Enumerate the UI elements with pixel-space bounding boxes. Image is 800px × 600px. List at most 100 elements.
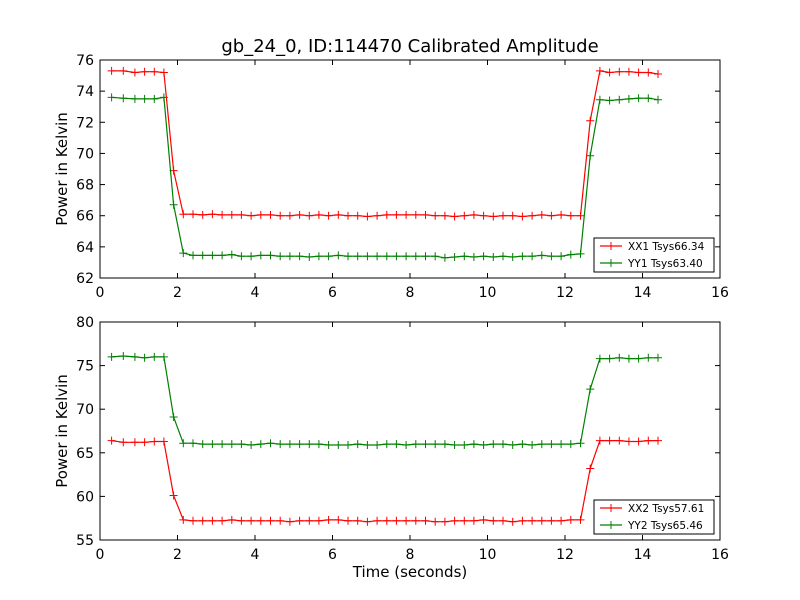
legend-marker-yy1	[607, 259, 615, 267]
data-point-xx1	[440, 211, 449, 220]
data-point-xx1	[218, 210, 227, 219]
data-point-yy2	[159, 352, 168, 361]
bottom-plot-frame	[99, 321, 721, 541]
data-point-xx2	[537, 516, 546, 525]
data-point-yy1	[547, 252, 556, 261]
data-point-yy1	[411, 252, 420, 261]
data-point-xx1	[489, 212, 498, 221]
data-point-yy2	[411, 440, 420, 449]
data-point-xx1	[150, 67, 159, 76]
data-point-xx2	[208, 516, 217, 525]
data-point-xx2	[247, 516, 256, 525]
data-point-xx2	[605, 436, 614, 445]
data-point-yy1	[537, 251, 546, 260]
data-point-yy2	[353, 440, 362, 449]
data-point-yy2	[295, 440, 304, 449]
data-point-xx1	[159, 68, 168, 77]
bottom-y-tick-label: 80	[76, 315, 94, 331]
data-point-xx2	[576, 515, 585, 524]
data-point-yy1	[654, 95, 662, 104]
data-point-yy1	[344, 252, 352, 261]
top-y-tick-label: 68	[76, 178, 94, 194]
data-point-yy1	[402, 252, 411, 261]
legend-label-xx1: XX1 Tsys66.34	[628, 241, 705, 253]
data-point-yy1	[469, 253, 478, 261]
data-point-xx1	[460, 211, 469, 220]
data-point-yy2	[508, 441, 517, 449]
bottom-x-tick-label: 14	[634, 547, 652, 563]
data-point-yy2	[119, 352, 128, 360]
data-point-xx2	[218, 516, 227, 525]
bottom-y-tick-label: 75	[76, 359, 94, 375]
data-point-yy2	[334, 441, 343, 449]
legend-marker-xx1	[607, 242, 615, 250]
data-point-xx1	[634, 68, 643, 77]
chart-title: gb_24_0, ID:114470 Calibrated Amplitude	[221, 36, 598, 57]
data-point-yy1	[624, 94, 633, 103]
data-point-yy2	[140, 353, 149, 362]
data-point-yy1	[314, 252, 323, 261]
data-point-yy1	[363, 252, 372, 261]
data-point-yy1	[107, 93, 116, 102]
data-point-xx2	[305, 516, 314, 525]
data-point-yy2	[198, 440, 207, 449]
data-point-xx2	[450, 516, 459, 525]
data-point-yy2	[150, 352, 159, 361]
data-point-xx1	[208, 210, 217, 219]
data-point-yy2	[586, 385, 595, 394]
data-point-yy2	[595, 354, 604, 363]
data-point-xx2	[528, 516, 537, 525]
top-y-tick-label: 66	[76, 209, 94, 225]
data-point-xx2	[179, 515, 188, 524]
data-point-yy1	[431, 252, 440, 261]
data-point-yy2	[634, 354, 643, 363]
data-point-yy2	[440, 440, 449, 449]
data-point-xx1	[654, 70, 662, 78]
data-point-yy2	[654, 353, 662, 362]
data-point-yy2	[450, 441, 459, 449]
data-point-xx2	[237, 516, 246, 525]
data-point-yy1	[373, 252, 382, 261]
data-point-yy2	[460, 441, 469, 449]
top-x-tick-label: 12	[556, 285, 574, 301]
data-point-xx1	[363, 212, 372, 221]
data-point-xx2	[411, 516, 420, 525]
top-y-tick-label: 70	[76, 146, 94, 162]
data-point-xx1	[518, 212, 527, 221]
data-point-xx1	[256, 210, 265, 219]
top-x-tick-label: 14	[634, 285, 652, 301]
data-point-xx1	[237, 210, 246, 219]
data-point-yy1	[566, 250, 575, 259]
data-point-xx2	[586, 464, 595, 473]
data-point-yy2	[305, 440, 314, 449]
data-point-yy1	[276, 252, 285, 261]
data-point-xx1	[373, 211, 382, 220]
data-point-xx2	[421, 516, 430, 525]
data-point-xx1	[421, 210, 430, 219]
data-point-xx2	[624, 437, 633, 446]
data-point-yy1	[440, 253, 449, 262]
data-point-xx2	[140, 438, 149, 447]
data-point-yy1	[198, 251, 207, 260]
data-point-yy2	[392, 440, 401, 449]
data-point-xx2	[227, 515, 236, 524]
data-point-xx2	[469, 516, 478, 525]
data-point-xx2	[119, 438, 128, 447]
top-plot-frame	[99, 59, 721, 279]
top-legend: XX1 Tsys66.34 YY1 Tsys63.40	[593, 237, 715, 273]
data-point-yy1	[450, 253, 459, 261]
data-point-yy1	[256, 251, 265, 260]
data-point-yy2	[247, 441, 256, 449]
data-point-yy2	[344, 441, 352, 449]
data-point-xx2	[654, 436, 662, 445]
data-point-xx1	[595, 66, 604, 75]
data-point-yy1	[208, 251, 217, 260]
top-x-tick-label: 2	[173, 285, 182, 301]
top-x-tick-label: 8	[406, 285, 415, 301]
data-point-yy1	[528, 252, 537, 261]
data-point-yy1	[489, 253, 498, 261]
data-point-yy1	[499, 252, 507, 261]
data-point-yy1	[237, 252, 246, 261]
data-point-yy1	[130, 94, 139, 103]
data-point-yy1	[169, 200, 178, 209]
